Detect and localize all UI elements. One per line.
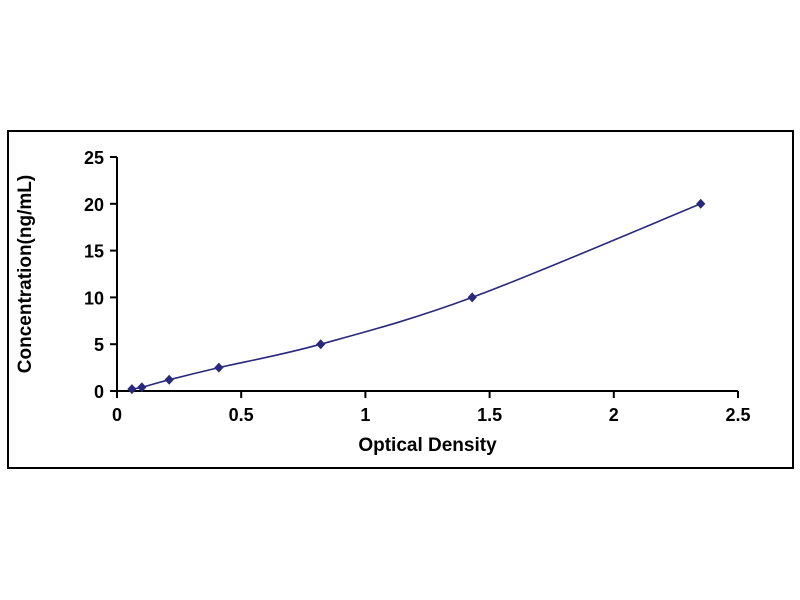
data-point-marker xyxy=(316,339,326,350)
series-line xyxy=(131,203,702,390)
x-tick-label: 1 xyxy=(360,405,370,425)
standard-curve-line-chart: 0 0.5 1 1.5 2 2.5 0 5 10 15 20 25 Optical Density C… xyxy=(15,148,751,456)
data-point-marker xyxy=(127,384,137,395)
x-axis-title: Optical Density xyxy=(358,435,497,456)
data-point-marker xyxy=(164,374,174,385)
y-tick-label: 25 xyxy=(84,148,104,168)
x-tick-label: 2 xyxy=(609,405,619,425)
chart-frame: 0 0.5 1 1.5 2 2.5 0 5 10 15 20 25 Optical Density C… xyxy=(7,130,794,469)
x-tick-label: 0.5 xyxy=(229,405,254,425)
data-point-marker xyxy=(214,362,224,373)
y-tick-label: 5 xyxy=(94,335,104,355)
data-point-marker xyxy=(696,198,706,209)
plot-area: 0 0.5 1 1.5 2 2.5 0 5 10 15 20 25 xyxy=(84,148,751,425)
data-point-marker xyxy=(137,382,147,393)
x-tick-label: 2.5 xyxy=(725,405,750,425)
x-tick-label: 0 xyxy=(112,405,122,425)
y-axis-title: Concentration(ng/mL) xyxy=(15,175,36,373)
y-tick-label: 10 xyxy=(84,288,104,308)
data-point-marker xyxy=(467,292,477,303)
y-tick-label: 20 xyxy=(84,195,104,215)
y-tick-label: 0 xyxy=(94,382,104,402)
y-tick-label: 15 xyxy=(84,242,104,262)
x-tick-label: 1.5 xyxy=(477,405,502,425)
